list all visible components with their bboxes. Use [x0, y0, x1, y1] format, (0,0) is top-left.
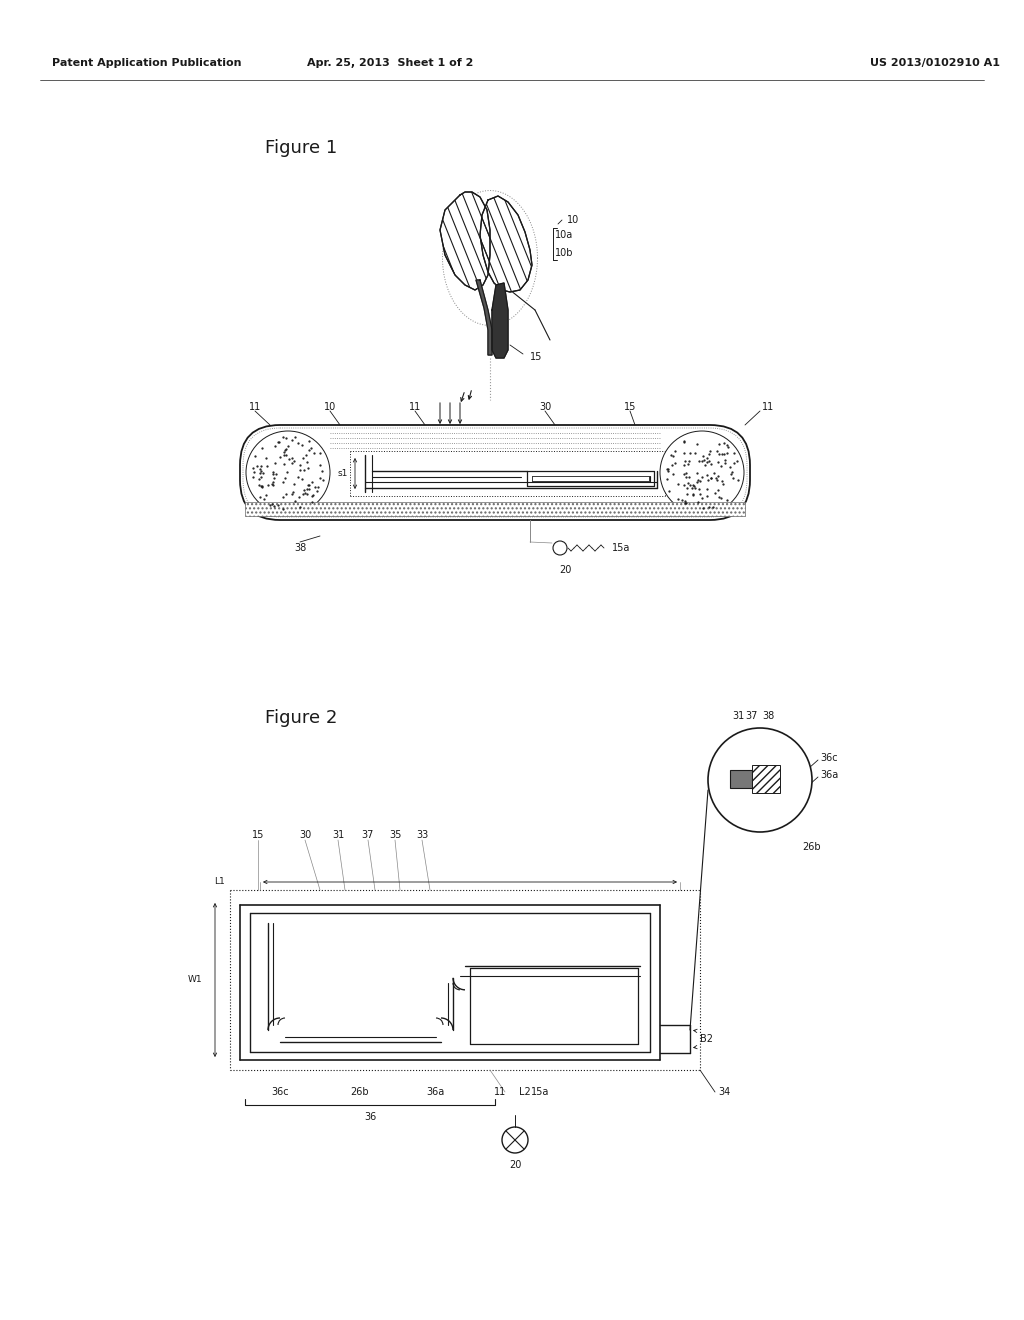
Text: 30: 30 [539, 403, 551, 412]
Text: 34: 34 [718, 1086, 730, 1097]
Text: 10a: 10a [555, 230, 573, 240]
Polygon shape [492, 282, 508, 358]
Text: Apr. 25, 2013  Sheet 1 of 2: Apr. 25, 2013 Sheet 1 of 2 [307, 58, 473, 69]
Text: Figure 1: Figure 1 [265, 139, 337, 157]
Text: 10b: 10b [555, 248, 573, 257]
Bar [752, 766, 780, 793]
Text: 38: 38 [294, 543, 306, 553]
Text: L1: L1 [214, 878, 225, 887]
Circle shape [708, 729, 812, 832]
Bar [245, 502, 745, 516]
Text: 37: 37 [361, 830, 374, 840]
Text: 30: 30 [299, 830, 311, 840]
Text: Figure 2: Figure 2 [265, 709, 337, 727]
Polygon shape [476, 280, 492, 355]
Ellipse shape [660, 432, 744, 513]
Text: 38: 38 [762, 711, 774, 721]
Text: 11: 11 [762, 403, 774, 412]
Text: 11: 11 [494, 1086, 506, 1097]
Text: B2: B2 [700, 1034, 713, 1044]
Text: 26b: 26b [350, 1086, 370, 1097]
Text: 36a: 36a [426, 1086, 444, 1097]
Text: 15: 15 [624, 403, 636, 412]
Text: 15: 15 [530, 352, 543, 362]
Text: Patent Application Publication: Patent Application Publication [52, 58, 242, 69]
Text: 20: 20 [559, 565, 571, 576]
Text: 15a: 15a [530, 1086, 549, 1097]
Text: 11: 11 [409, 403, 421, 412]
FancyBboxPatch shape [240, 425, 750, 520]
Text: 11: 11 [249, 403, 261, 412]
Text: 36a: 36a [820, 770, 839, 780]
Polygon shape [480, 195, 532, 292]
Text: 15: 15 [252, 830, 264, 840]
Text: 31: 31 [732, 711, 744, 721]
Text: W1: W1 [187, 975, 202, 985]
Text: 37: 37 [745, 711, 758, 721]
Text: 10: 10 [567, 215, 580, 224]
Text: 35: 35 [389, 830, 401, 840]
Polygon shape [440, 191, 490, 290]
Text: 26b: 26b [802, 842, 820, 851]
Text: 36: 36 [364, 1111, 376, 1122]
Ellipse shape [246, 432, 330, 513]
Text: 36c: 36c [820, 752, 838, 763]
Text: 10: 10 [324, 403, 336, 412]
Bar [730, 770, 752, 788]
Text: 33: 33 [416, 830, 428, 840]
Text: s1: s1 [338, 469, 348, 478]
Text: 20: 20 [509, 1160, 521, 1170]
Text: 36c: 36c [271, 1086, 289, 1097]
Text: 31: 31 [332, 830, 344, 840]
Text: L2: L2 [519, 1086, 530, 1097]
Text: US 2013/0102910 A1: US 2013/0102910 A1 [870, 58, 1000, 69]
Text: 15a: 15a [612, 543, 631, 553]
